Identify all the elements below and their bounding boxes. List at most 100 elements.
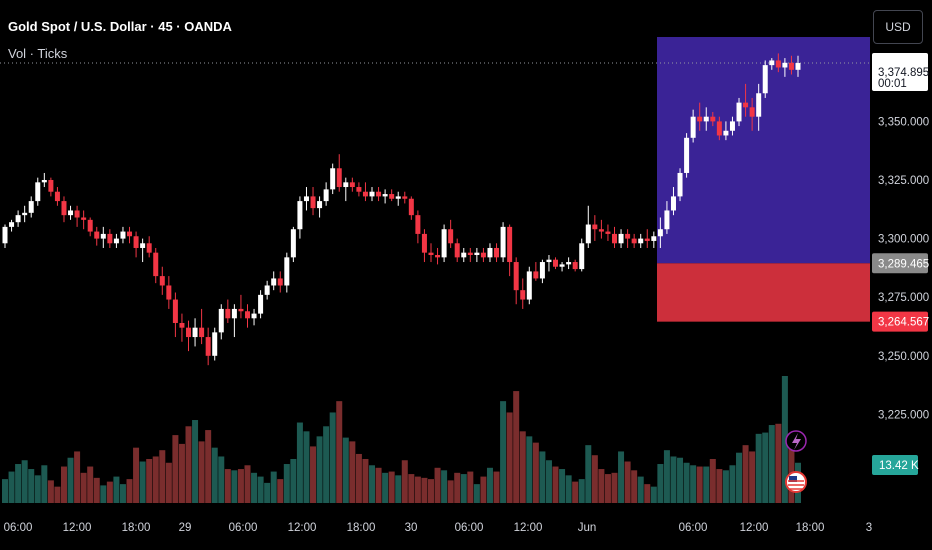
candle-body[interactable] [35, 182, 41, 202]
candle-body[interactable] [461, 252, 467, 258]
candle-body[interactable] [415, 215, 421, 234]
candle-body[interactable] [330, 168, 336, 190]
candle-body[interactable] [611, 233, 617, 244]
candle-body[interactable] [513, 262, 519, 291]
candle-body[interactable] [762, 65, 768, 94]
candle-body[interactable] [710, 116, 716, 122]
candle-body[interactable] [277, 278, 283, 286]
candle-body[interactable] [448, 229, 454, 244]
candle-body[interactable] [140, 243, 146, 248]
candle-body[interactable] [297, 201, 303, 230]
candle-body[interactable] [310, 196, 316, 209]
currency-button[interactable]: USD [873, 10, 923, 44]
candle-body[interactable] [677, 172, 683, 197]
candle-body[interactable] [782, 62, 788, 68]
candle-body[interactable] [323, 189, 329, 202]
candle-body[interactable] [146, 243, 152, 253]
candle-body[interactable] [284, 257, 290, 286]
candle-body[interactable] [592, 224, 598, 230]
candle-body[interactable] [690, 116, 696, 138]
candle-body[interactable] [271, 278, 277, 286]
candle-body[interactable] [539, 262, 545, 279]
candle-body[interactable] [15, 215, 21, 223]
candle-body[interactable] [218, 308, 224, 333]
candle-body[interactable] [113, 238, 119, 244]
candle-body[interactable] [68, 210, 74, 216]
candle-body[interactable] [264, 285, 270, 295]
candle-body[interactable] [9, 222, 15, 227]
candle-body[interactable] [579, 243, 585, 270]
candle-body[interactable] [474, 252, 480, 256]
candle-body[interactable] [172, 299, 178, 323]
candle-body[interactable] [303, 196, 309, 202]
candle-body[interactable] [756, 93, 762, 117]
candle-body[interactable] [435, 255, 441, 258]
candle-body[interactable] [133, 236, 139, 248]
candle-body[interactable] [225, 308, 231, 319]
candle-body[interactable] [487, 247, 493, 258]
candle-body[interactable] [74, 210, 80, 218]
candle-body[interactable] [179, 322, 185, 328]
candle-body[interactable] [94, 231, 100, 239]
candle-body[interactable] [703, 116, 709, 122]
candle-body[interactable] [376, 191, 382, 197]
candle-body[interactable] [343, 182, 349, 188]
candle-body[interactable] [317, 201, 323, 209]
candle-body[interactable] [618, 233, 624, 244]
candle-body[interactable] [749, 107, 755, 117]
candle-body[interactable] [349, 182, 355, 188]
candle-body[interactable] [356, 187, 362, 192]
candle-body[interactable] [389, 194, 395, 199]
candle-body[interactable] [644, 238, 650, 241]
candle-body[interactable] [290, 229, 296, 258]
candle-body[interactable] [395, 196, 401, 199]
candle-body[interactable] [625, 233, 631, 239]
candle-body[interactable] [153, 252, 159, 277]
candle-body[interactable] [546, 259, 552, 263]
candle-body[interactable] [520, 290, 526, 300]
candle-body[interactable] [559, 264, 565, 267]
candle-body[interactable] [408, 198, 414, 216]
candle-body[interactable] [723, 130, 729, 136]
candle-body[interactable] [736, 102, 742, 122]
volume-indicator-label[interactable]: Vol · Ticks [8, 46, 68, 61]
candle-body[interactable] [369, 191, 375, 197]
candle-body[interactable] [716, 121, 722, 136]
candle-body[interactable] [795, 63, 801, 70]
candle-body[interactable] [500, 226, 506, 258]
candle-body[interactable] [507, 226, 513, 263]
candle-body[interactable] [238, 308, 244, 312]
candle-body[interactable] [585, 224, 591, 244]
candle-body[interactable] [533, 271, 539, 279]
candle-body[interactable] [651, 236, 657, 241]
candle-body[interactable] [127, 231, 133, 237]
candle-body[interactable] [657, 229, 663, 237]
candle-body[interactable] [572, 262, 578, 270]
candle-body[interactable] [186, 327, 192, 338]
candle-body[interactable] [166, 285, 172, 300]
candle-body[interactable] [605, 231, 611, 234]
candle-body[interactable] [258, 294, 264, 314]
candle-body[interactable] [192, 327, 198, 338]
candle-body[interactable] [441, 229, 447, 258]
candle-body[interactable] [100, 233, 106, 239]
candle-body[interactable] [251, 313, 257, 319]
candle-body[interactable] [631, 238, 637, 244]
candle-body[interactable] [553, 259, 559, 267]
candle-body[interactable] [54, 191, 60, 202]
candle-body[interactable] [788, 62, 794, 70]
candle-body[interactable] [494, 247, 500, 258]
candle-body[interactable] [566, 262, 572, 265]
candle-body[interactable] [199, 327, 205, 338]
candle-body[interactable] [22, 212, 28, 216]
candle-body[interactable] [454, 243, 460, 258]
candle-body[interactable] [684, 137, 690, 173]
candle-body[interactable] [743, 102, 749, 108]
candle-body[interactable] [664, 210, 670, 230]
candle-body[interactable] [638, 238, 644, 244]
candle-body[interactable] [480, 252, 486, 258]
candle-body[interactable] [2, 226, 8, 244]
candle-body[interactable] [526, 271, 532, 300]
candle-body[interactable] [336, 168, 342, 188]
